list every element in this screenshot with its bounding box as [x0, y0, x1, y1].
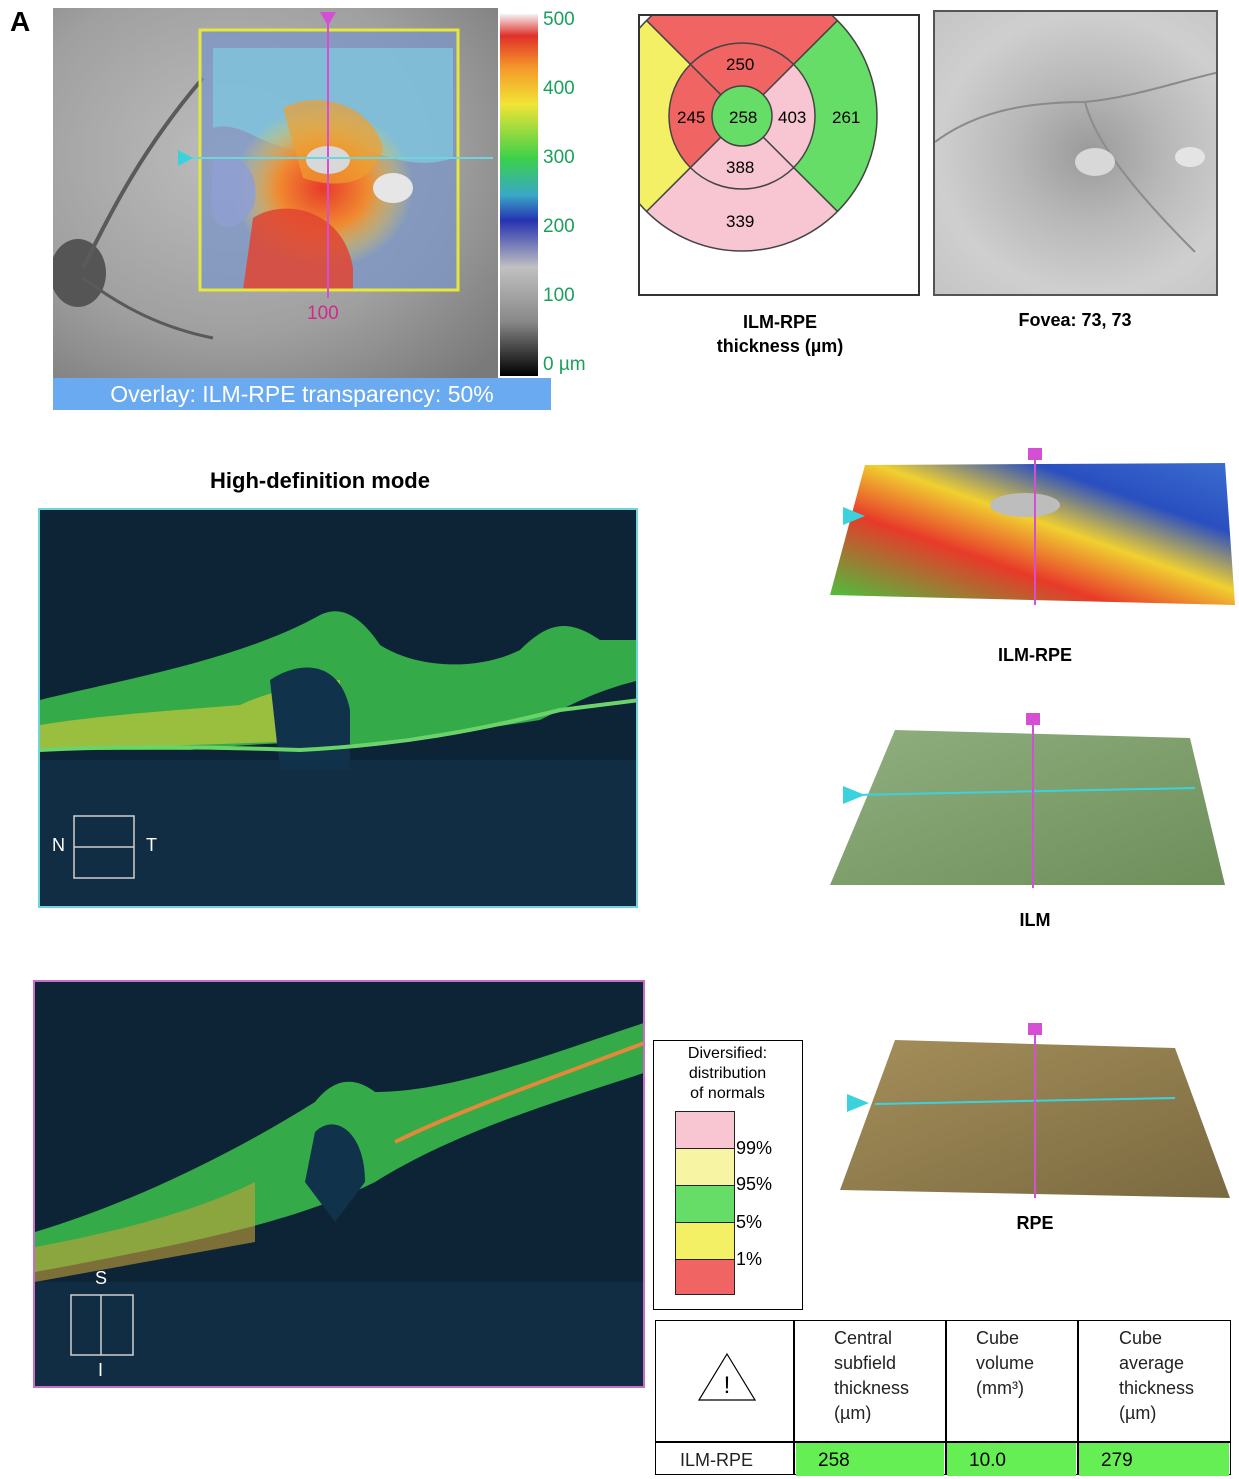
header-line: Cube [976, 1328, 1020, 1348]
rpe-3d-map [840, 1023, 1230, 1198]
legend-percentile: 99% [736, 1138, 773, 1158]
header-line: thickness [834, 1378, 910, 1398]
bscan-horizontal: N T [38, 508, 638, 908]
etdrs-caption-line: thickness (µm) [716, 336, 844, 356]
legend-swatch-red [675, 1259, 735, 1295]
inferior-label: I [98, 1360, 104, 1380]
nasal-label: N [52, 835, 65, 855]
legend-title-line: of normals [690, 1085, 765, 1102]
etdrs-outer-inferior: 339 [726, 212, 755, 231]
scan-direction-icon [70, 1294, 134, 1356]
overlay-caption-bar: Overlay: ILM-RPE transparency: 50% [53, 378, 551, 410]
etdrs-inner-temporal: 245 [677, 108, 706, 127]
legend-title: Diversified: distribution of normals [654, 1044, 801, 1104]
ilm-label: ILM [1019, 910, 1051, 930]
header-line: subfield [834, 1353, 897, 1373]
scan-direction-icon [73, 815, 135, 879]
bscan-horizontal-image [40, 611, 636, 906]
header-line: (mm³) [976, 1378, 1024, 1398]
row-label: ILM-RPE [680, 1450, 754, 1470]
header-line: thickness [1119, 1378, 1195, 1398]
fovea-image [933, 10, 1218, 296]
colorbar-tick: 200 [543, 216, 575, 237]
legend-swatch-pink [675, 1111, 735, 1149]
cube-average-value: 279 [1079, 1443, 1229, 1476]
colorbar-tick: 500 [543, 9, 575, 30]
colorbar-tick: 300 [543, 147, 575, 168]
legend-percentile: 5% [736, 1212, 763, 1232]
scan-position-label: 100 [307, 303, 339, 324]
normals-legend: Diversified: distribution of normals 99%… [653, 1040, 803, 1310]
thickness-colorbar [500, 14, 538, 376]
cube-volume-value: 10.0 [947, 1443, 1076, 1476]
ilm-3d-map [830, 713, 1225, 888]
ilm-rpe-label: ILM-RPE [998, 645, 1072, 665]
fovea-vessels [935, 71, 1216, 253]
header-line: average [1119, 1353, 1185, 1373]
rpe-label: RPE [1016, 1213, 1054, 1233]
colorbar-tick: 400 [543, 78, 575, 99]
thickness-summary-table: ! Central subfield thickness (µm) Cube v… [655, 1320, 1231, 1476]
etdrs-inner-inferior: 388 [726, 158, 755, 177]
header-line: (µm) [834, 1403, 872, 1423]
header-line: Cube [1119, 1328, 1163, 1348]
legend-swatch-green [675, 1185, 735, 1223]
header-line: Central [834, 1328, 893, 1348]
fundus-image [50, 8, 498, 378]
legend-title-line: Diversified: [687, 1045, 768, 1062]
legend-swatch-light-yellow [675, 1148, 735, 1186]
header-cube-average-thickness: Cube average thickness (µm) [1119, 1326, 1194, 1426]
etdrs-caption: ILM-RPE thickness (µm) [690, 310, 870, 358]
etdrs-outer-nasal: 261 [832, 108, 861, 127]
etdrs-grid-panel: 258 250 245 403 388 261 339 [638, 14, 920, 296]
colorbar-tick: 0 µm [543, 354, 586, 375]
legend-percentile: 1% [736, 1249, 763, 1269]
svg-text:!: ! [724, 1372, 731, 1399]
header-cube-volume: Cube volume (mm³) [976, 1326, 1034, 1401]
header-central-subfield: Central subfield thickness (µm) [834, 1326, 909, 1426]
header-line: volume [976, 1353, 1035, 1373]
ilm-rpe-3d-map [830, 448, 1235, 605]
fundus-thickness-map [50, 8, 498, 378]
header-line: (µm) [1119, 1403, 1157, 1423]
etdrs-inner-superior: 250 [726, 55, 755, 74]
fovea-caption: Fovea: 73, 73 [1018, 310, 1132, 330]
bscan-vertical: S I [33, 980, 645, 1388]
etdrs-center-value: 258 [729, 108, 758, 127]
etdrs-grid [640, 16, 878, 252]
etdrs-inner-nasal: 403 [778, 108, 807, 127]
hd-mode-title: High-definition mode [210, 468, 430, 493]
legend-swatch-yellow [675, 1222, 735, 1260]
warning-triangle-icon: ! [697, 1352, 757, 1401]
panel-label: A [10, 6, 31, 37]
superior-label: S [95, 1268, 108, 1288]
bscan-vertical-image [35, 1023, 643, 1386]
central-subfield-value: 258 [796, 1443, 944, 1476]
etdrs-caption-line: ILM-RPE [743, 312, 817, 332]
temporal-label: T [146, 835, 157, 855]
legend-title-line: distribution [688, 1065, 767, 1082]
legend-percentile: 95% [736, 1174, 773, 1194]
colorbar-tick: 100 [543, 285, 575, 306]
